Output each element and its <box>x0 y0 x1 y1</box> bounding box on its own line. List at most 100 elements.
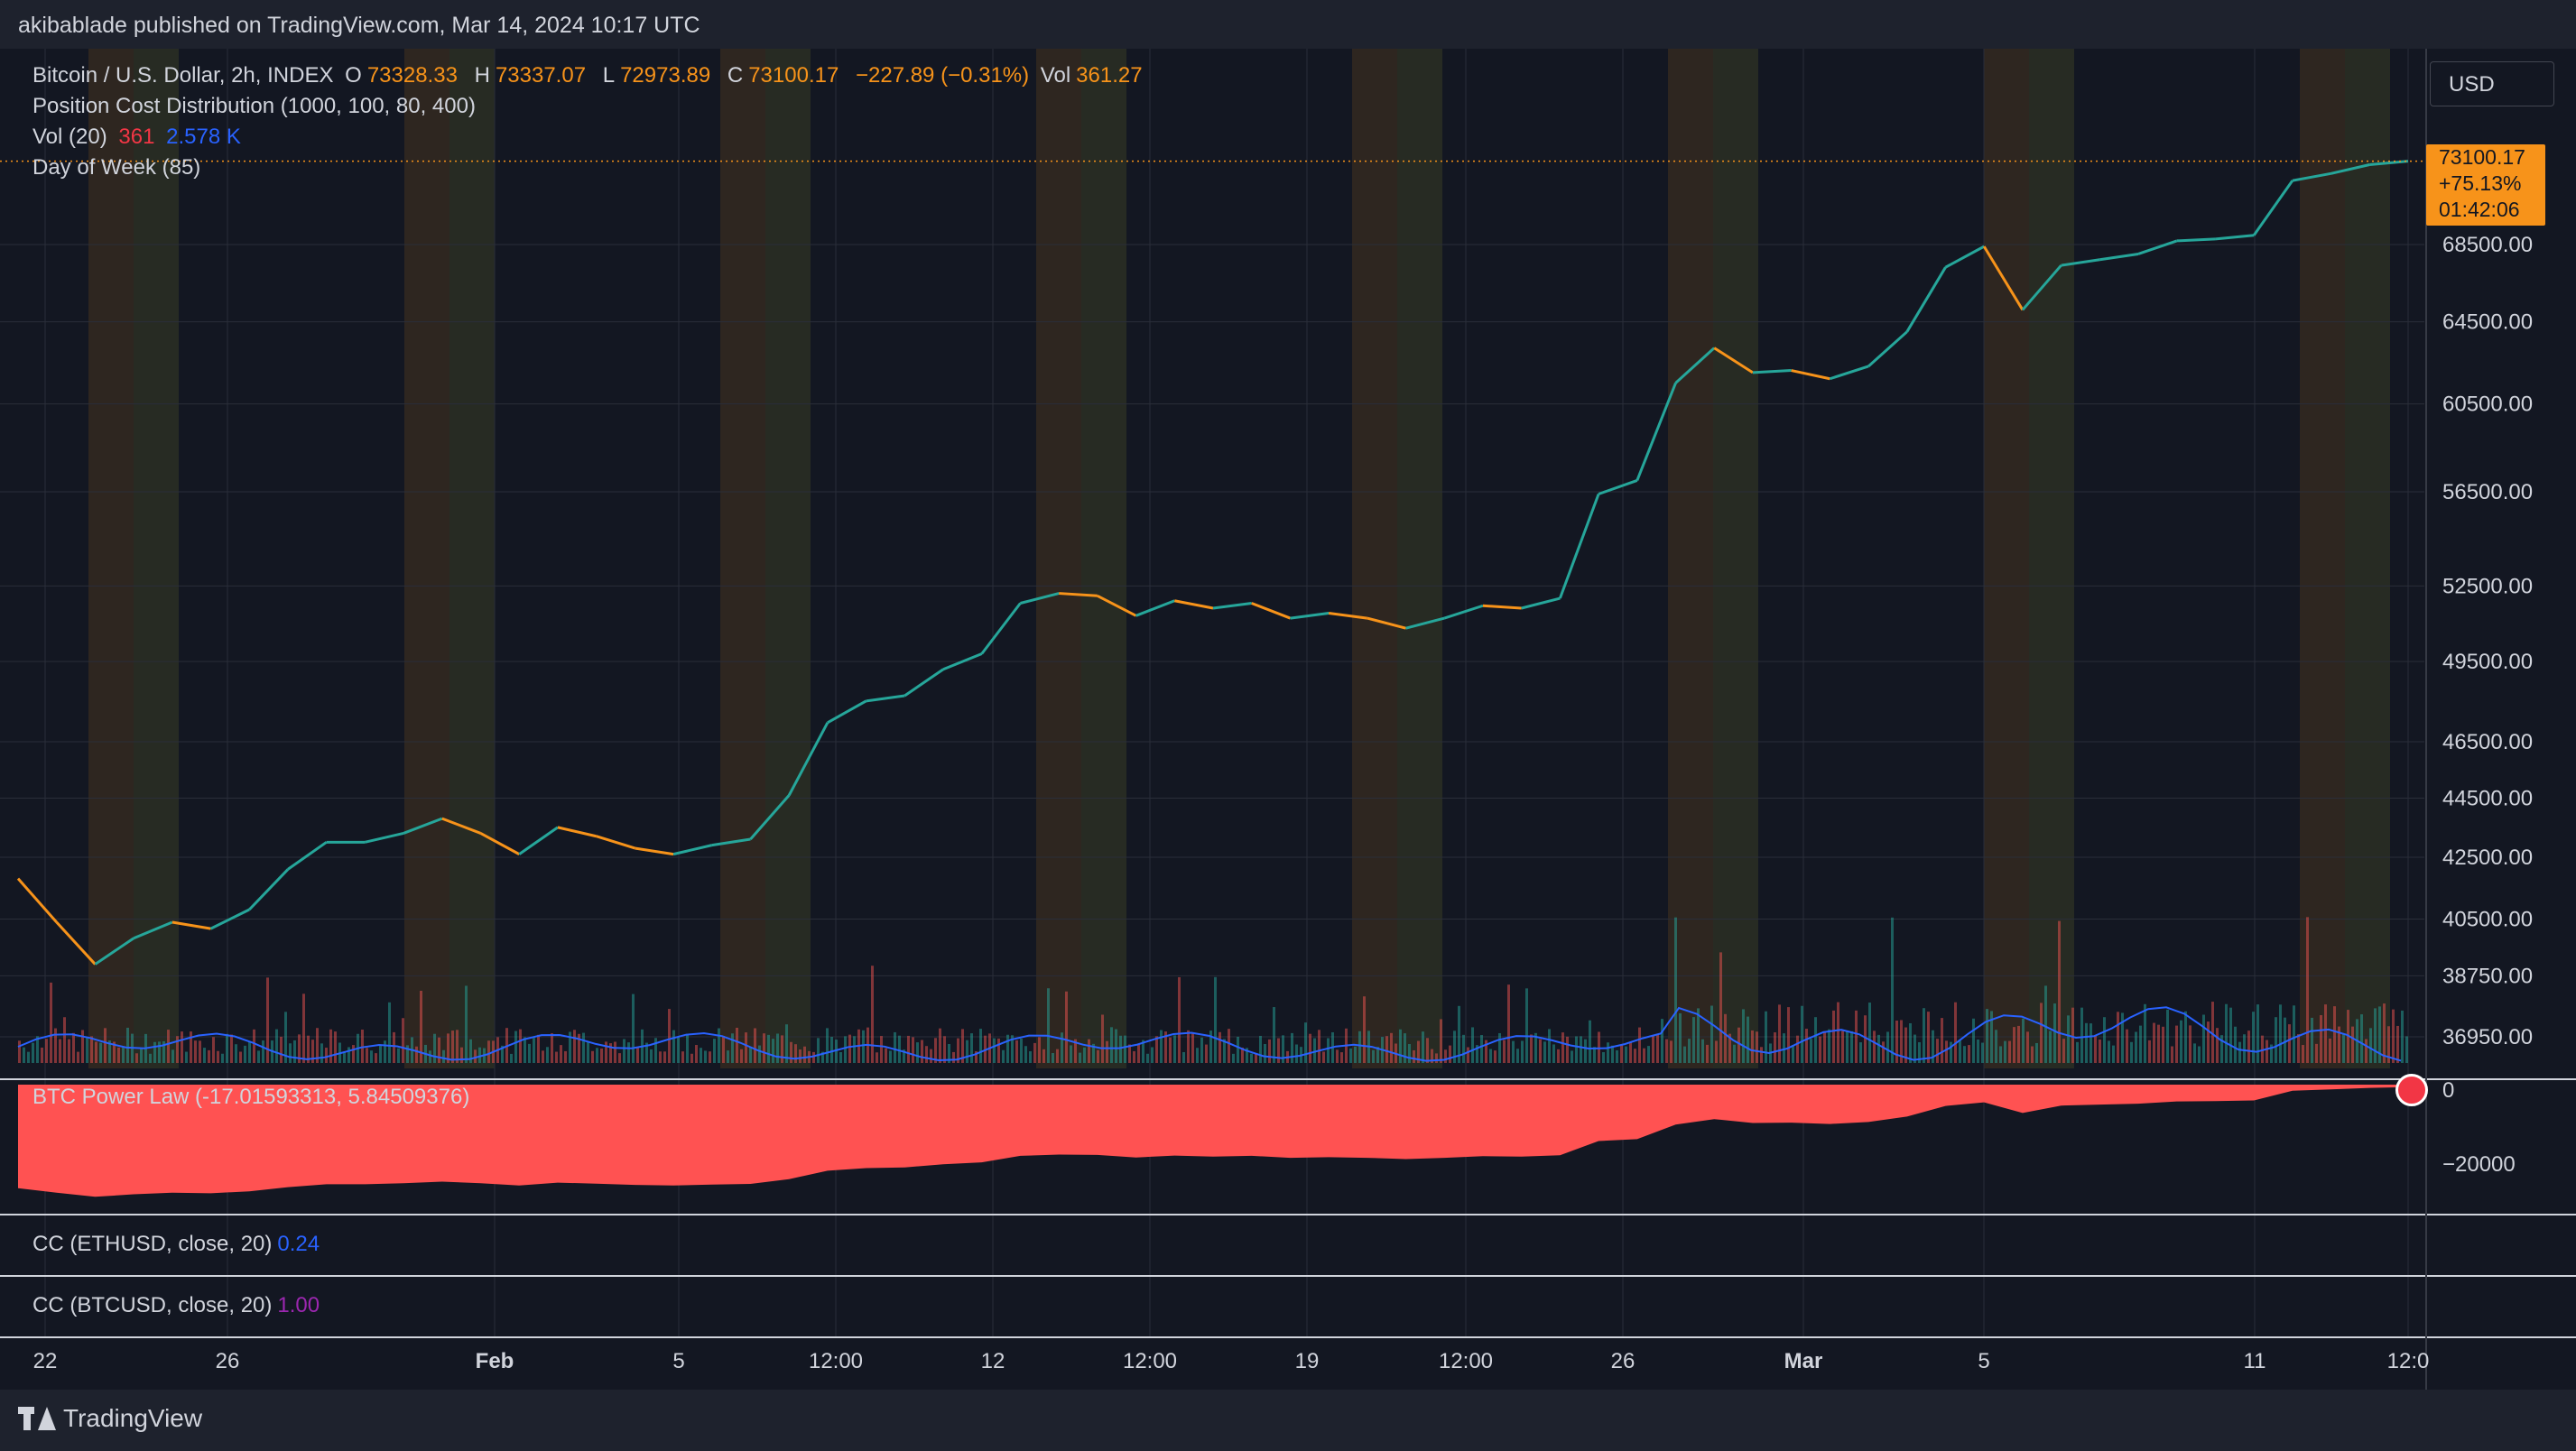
volume-bar <box>1052 1052 1054 1063</box>
volume-bar <box>469 1039 472 1063</box>
price-chart[interactable]: 68500.00 64500.00 60500.00 56500.00 52500.00… <box>0 49 2576 1390</box>
volume-bar <box>790 1041 792 1063</box>
volume-bar <box>1435 1053 1438 1063</box>
volume-bar <box>393 1031 395 1063</box>
volume-bar <box>677 1036 680 1063</box>
price-segment <box>1558 493 1600 599</box>
volume-bar <box>551 1033 553 1063</box>
indicator-position-cost[interactable]: Position Cost Distribution (1000, 100, 8… <box>32 94 476 118</box>
volume-bar <box>2238 1041 2241 1063</box>
volume-bar <box>1864 1015 1867 1063</box>
time-axis-label: 19 <box>1295 1349 1320 1373</box>
cc-btc-legend[interactable]: CC (BTCUSD, close, 20) 1.00 <box>32 1293 320 1317</box>
volume-bar <box>1173 1035 1176 1063</box>
weekend-band <box>1984 49 2029 1068</box>
volume-bar <box>181 1031 183 1063</box>
volume-bar <box>1598 1031 1600 1063</box>
price-segment <box>942 652 983 671</box>
volume-bar <box>2175 1025 2178 1063</box>
volume-bar <box>429 1050 431 1063</box>
volume-bar <box>1593 1047 1596 1063</box>
volume-bar <box>582 1032 585 1063</box>
us-flag-icon[interactable] <box>2395 1074 2428 1106</box>
volume-bar <box>1620 1045 1623 1063</box>
volume-bar <box>2157 1024 2160 1063</box>
volume-bar <box>117 1047 120 1063</box>
volume-bar <box>1945 1040 1948 1063</box>
currency-button[interactable]: USD <box>2430 61 2554 106</box>
volume-bar <box>1783 1033 1785 1063</box>
volume-bar <box>1715 1040 1718 1063</box>
power-law-legend[interactable]: BTC Power Law (-17.01593313, 5.84509376) <box>32 1085 470 1109</box>
volume-bar <box>722 1036 725 1063</box>
volume-bar <box>1038 1037 1041 1063</box>
volume-bar <box>1855 1010 1858 1063</box>
volume-bar <box>1575 1036 1578 1063</box>
volume-bar <box>1719 952 1722 1063</box>
time-axis-label: 12:00 <box>1439 1349 1493 1373</box>
volume-bar <box>1516 1049 1519 1063</box>
volume-bar <box>1336 1049 1339 1063</box>
volume-bar <box>853 1036 856 1063</box>
volume-bar <box>681 1051 684 1063</box>
volume-bar <box>2324 1004 2327 1063</box>
volume-bar <box>1237 1036 1239 1063</box>
volume-bar <box>2243 1034 2246 1063</box>
volume-bar <box>537 1034 540 1063</box>
volume-bar <box>2338 1026 2340 1063</box>
price-segment <box>672 844 713 856</box>
volume-bar <box>1209 1030 1212 1063</box>
volume-bar <box>736 1027 738 1063</box>
volume-bar <box>1828 1029 1830 1063</box>
volume-bar <box>208 1049 210 1063</box>
volume-bar <box>1056 1049 1059 1063</box>
indicator-day-of-week[interactable]: Day of Week (85) <box>32 155 201 180</box>
chart-area[interactable]: 68500.00 64500.00 60500.00 56500.00 52500.00… <box>0 49 2576 1390</box>
tradingview-logo[interactable]: TradingView <box>18 1404 202 1433</box>
price-segment <box>2330 163 2370 175</box>
volume-bar <box>957 1038 959 1063</box>
volume-bar <box>1255 1053 1257 1063</box>
volume-bar <box>456 1030 459 1063</box>
volume-bar <box>375 1053 377 1063</box>
volume-bar <box>361 1029 364 1063</box>
volume-bar <box>1363 996 1366 1063</box>
volume-bar <box>2401 1010 2404 1063</box>
volume-bar <box>1354 1046 1357 1063</box>
volume-bar <box>898 1035 901 1063</box>
weekend-band <box>1668 49 1713 1068</box>
volume-bar <box>487 1040 490 1063</box>
price-segment <box>2137 239 2178 255</box>
volume-bar <box>352 1045 355 1063</box>
price-segment <box>711 837 751 847</box>
volume-bar <box>162 1040 165 1063</box>
volume-bar <box>1228 1029 1230 1063</box>
volume-bar <box>1548 1029 1551 1063</box>
weekend-band <box>1081 49 1126 1068</box>
volume-bar <box>2261 1035 2264 1063</box>
volume-bar <box>2026 1031 2029 1063</box>
volume-bar <box>1751 1030 1754 1063</box>
volume-bar <box>32 1042 34 1063</box>
volume-bar <box>564 1050 567 1063</box>
volume-bar <box>663 1051 666 1063</box>
volume-bar <box>1904 1027 1907 1063</box>
volume-bar <box>1589 1020 1591 1063</box>
volume-bar <box>2225 1003 2228 1063</box>
volume-bar <box>1358 1030 1361 1063</box>
power-law-axis-label: −20000 <box>2442 1152 2516 1177</box>
volume-bar <box>1796 1035 1799 1063</box>
price-axis-label: 52500.00 <box>2442 574 2533 598</box>
volume-bar <box>2320 1015 2322 1063</box>
indicator-volume[interactable]: Vol (20) 361 2.578 K <box>32 125 241 149</box>
volume-bar <box>307 1035 310 1063</box>
volume-bar <box>1539 1039 1542 1063</box>
volume-bar <box>1530 1034 1533 1063</box>
price-segment <box>1867 330 1908 368</box>
volume-bar <box>2166 1009 2169 1063</box>
volume-bar <box>979 1029 982 1063</box>
volume-bar <box>1070 1045 1072 1063</box>
volume-bar <box>2279 1004 2282 1063</box>
time-axis-label: Mar <box>1784 1349 1823 1373</box>
cc-eth-legend[interactable]: CC (ETHUSD, close, 20) 0.24 <box>32 1232 320 1256</box>
